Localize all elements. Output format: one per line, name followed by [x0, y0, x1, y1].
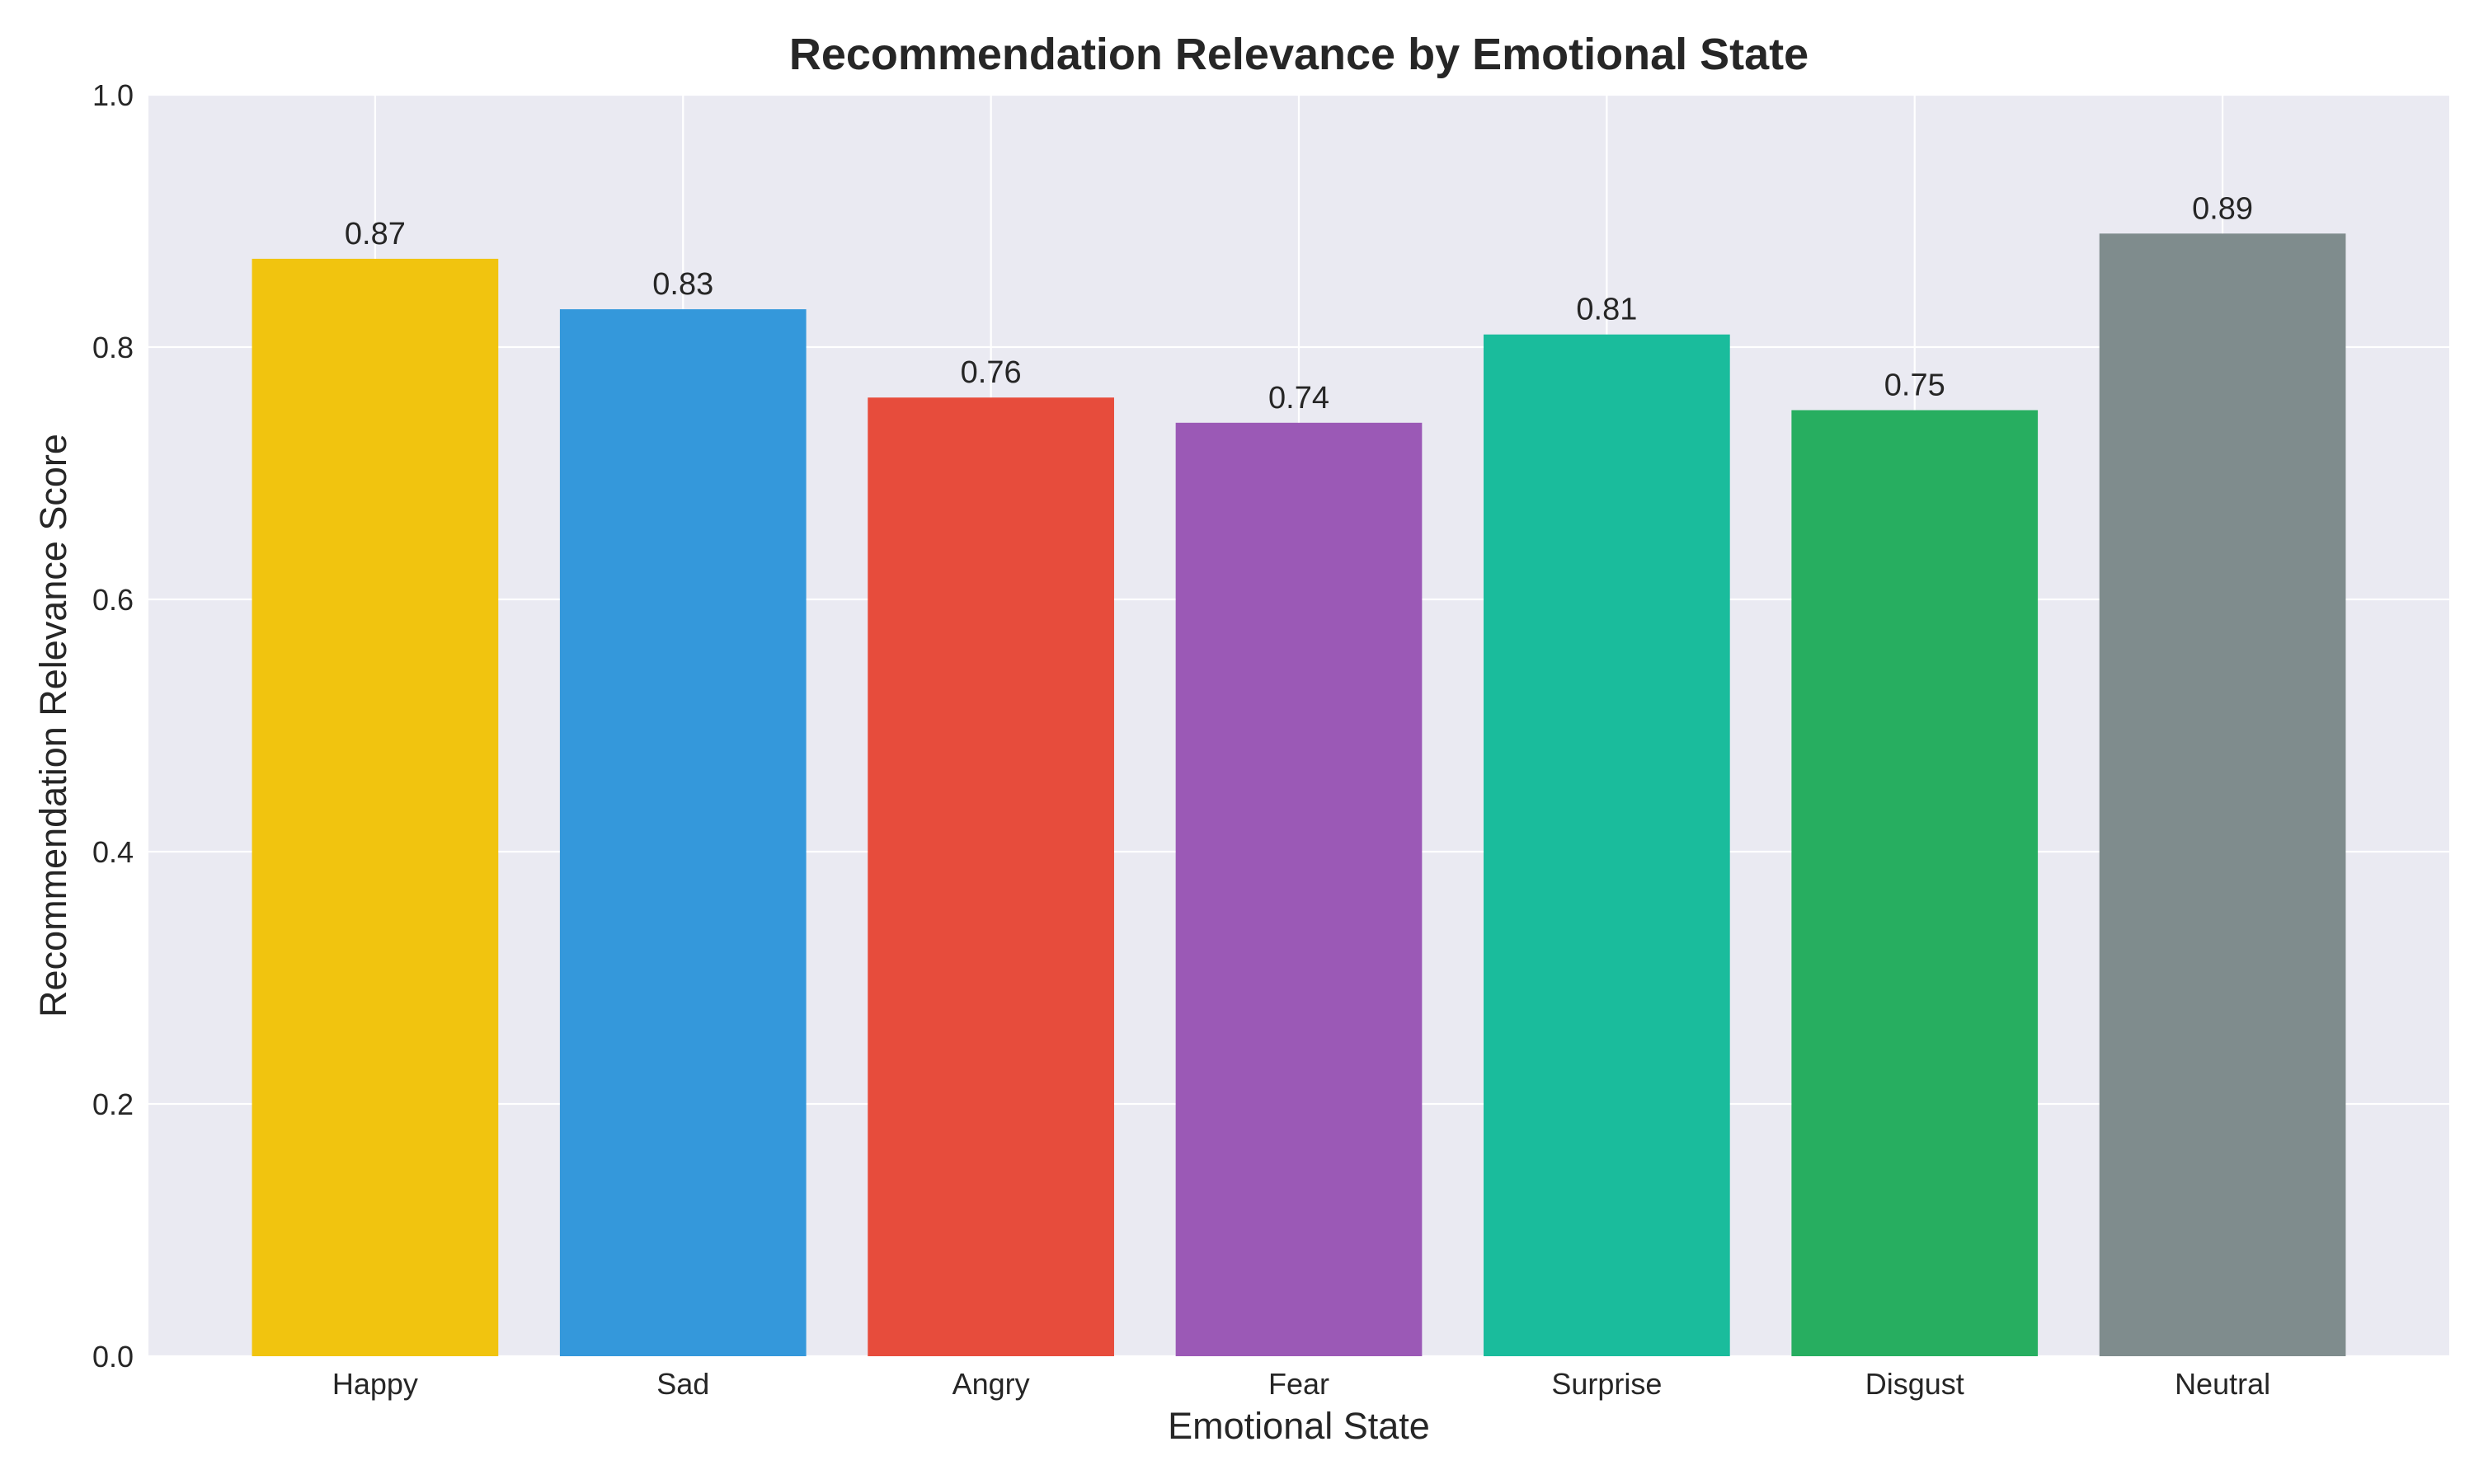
bar-disgust	[1791, 410, 2039, 1356]
bar-surprise	[1484, 334, 1730, 1357]
x-axis-ticks: Happy Sad Angry Fear Surprise Disgust Neutral	[332, 1367, 2270, 1401]
bar-value-labels: 0.87 0.83 0.76 0.74 0.81 0.75 0.89	[345, 191, 2253, 416]
x-tick-label: Neutral	[2175, 1367, 2270, 1401]
bar-value-label: 0.83	[652, 267, 713, 302]
x-axis-title: Emotional State	[1168, 1405, 1430, 1447]
bar-value-label: 0.76	[961, 355, 1022, 390]
bar-happy	[252, 258, 499, 1356]
bar-value-label: 0.89	[2192, 191, 2253, 226]
y-tick-label: 0.4	[92, 835, 134, 869]
bar-neutral	[2099, 233, 2346, 1356]
x-tick-label: Surprise	[1551, 1367, 1662, 1401]
y-tick-label: 0.0	[92, 1340, 134, 1374]
x-tick-label: Angry	[952, 1367, 1030, 1401]
x-tick-label: Disgust	[1865, 1367, 1964, 1401]
y-tick-label: 0.8	[92, 331, 134, 364]
bar-value-label: 0.74	[1268, 381, 1329, 416]
bar-value-label: 0.87	[345, 217, 406, 251]
y-axis-title: Recommendation Relevance Score	[32, 434, 74, 1017]
y-tick-label: 0.6	[92, 583, 134, 617]
x-tick-label: Sad	[656, 1367, 709, 1401]
y-tick-label: 1.0	[92, 78, 134, 112]
chart-title: Recommendation Relevance by Emotional St…	[789, 30, 1808, 79]
bar-value-label: 0.81	[1576, 293, 1637, 327]
bar-value-label: 0.75	[1884, 369, 1945, 403]
x-tick-label: Happy	[332, 1367, 418, 1401]
bar-fear	[1175, 422, 1423, 1356]
bar-angry	[868, 397, 1114, 1357]
y-tick-label: 0.2	[92, 1087, 134, 1121]
bars	[252, 233, 2346, 1357]
y-axis-ticks: 0.0 0.2 0.4 0.6 0.8 1.0	[92, 78, 134, 1374]
x-tick-label: Fear	[1268, 1367, 1329, 1401]
bar-sad	[559, 309, 807, 1357]
